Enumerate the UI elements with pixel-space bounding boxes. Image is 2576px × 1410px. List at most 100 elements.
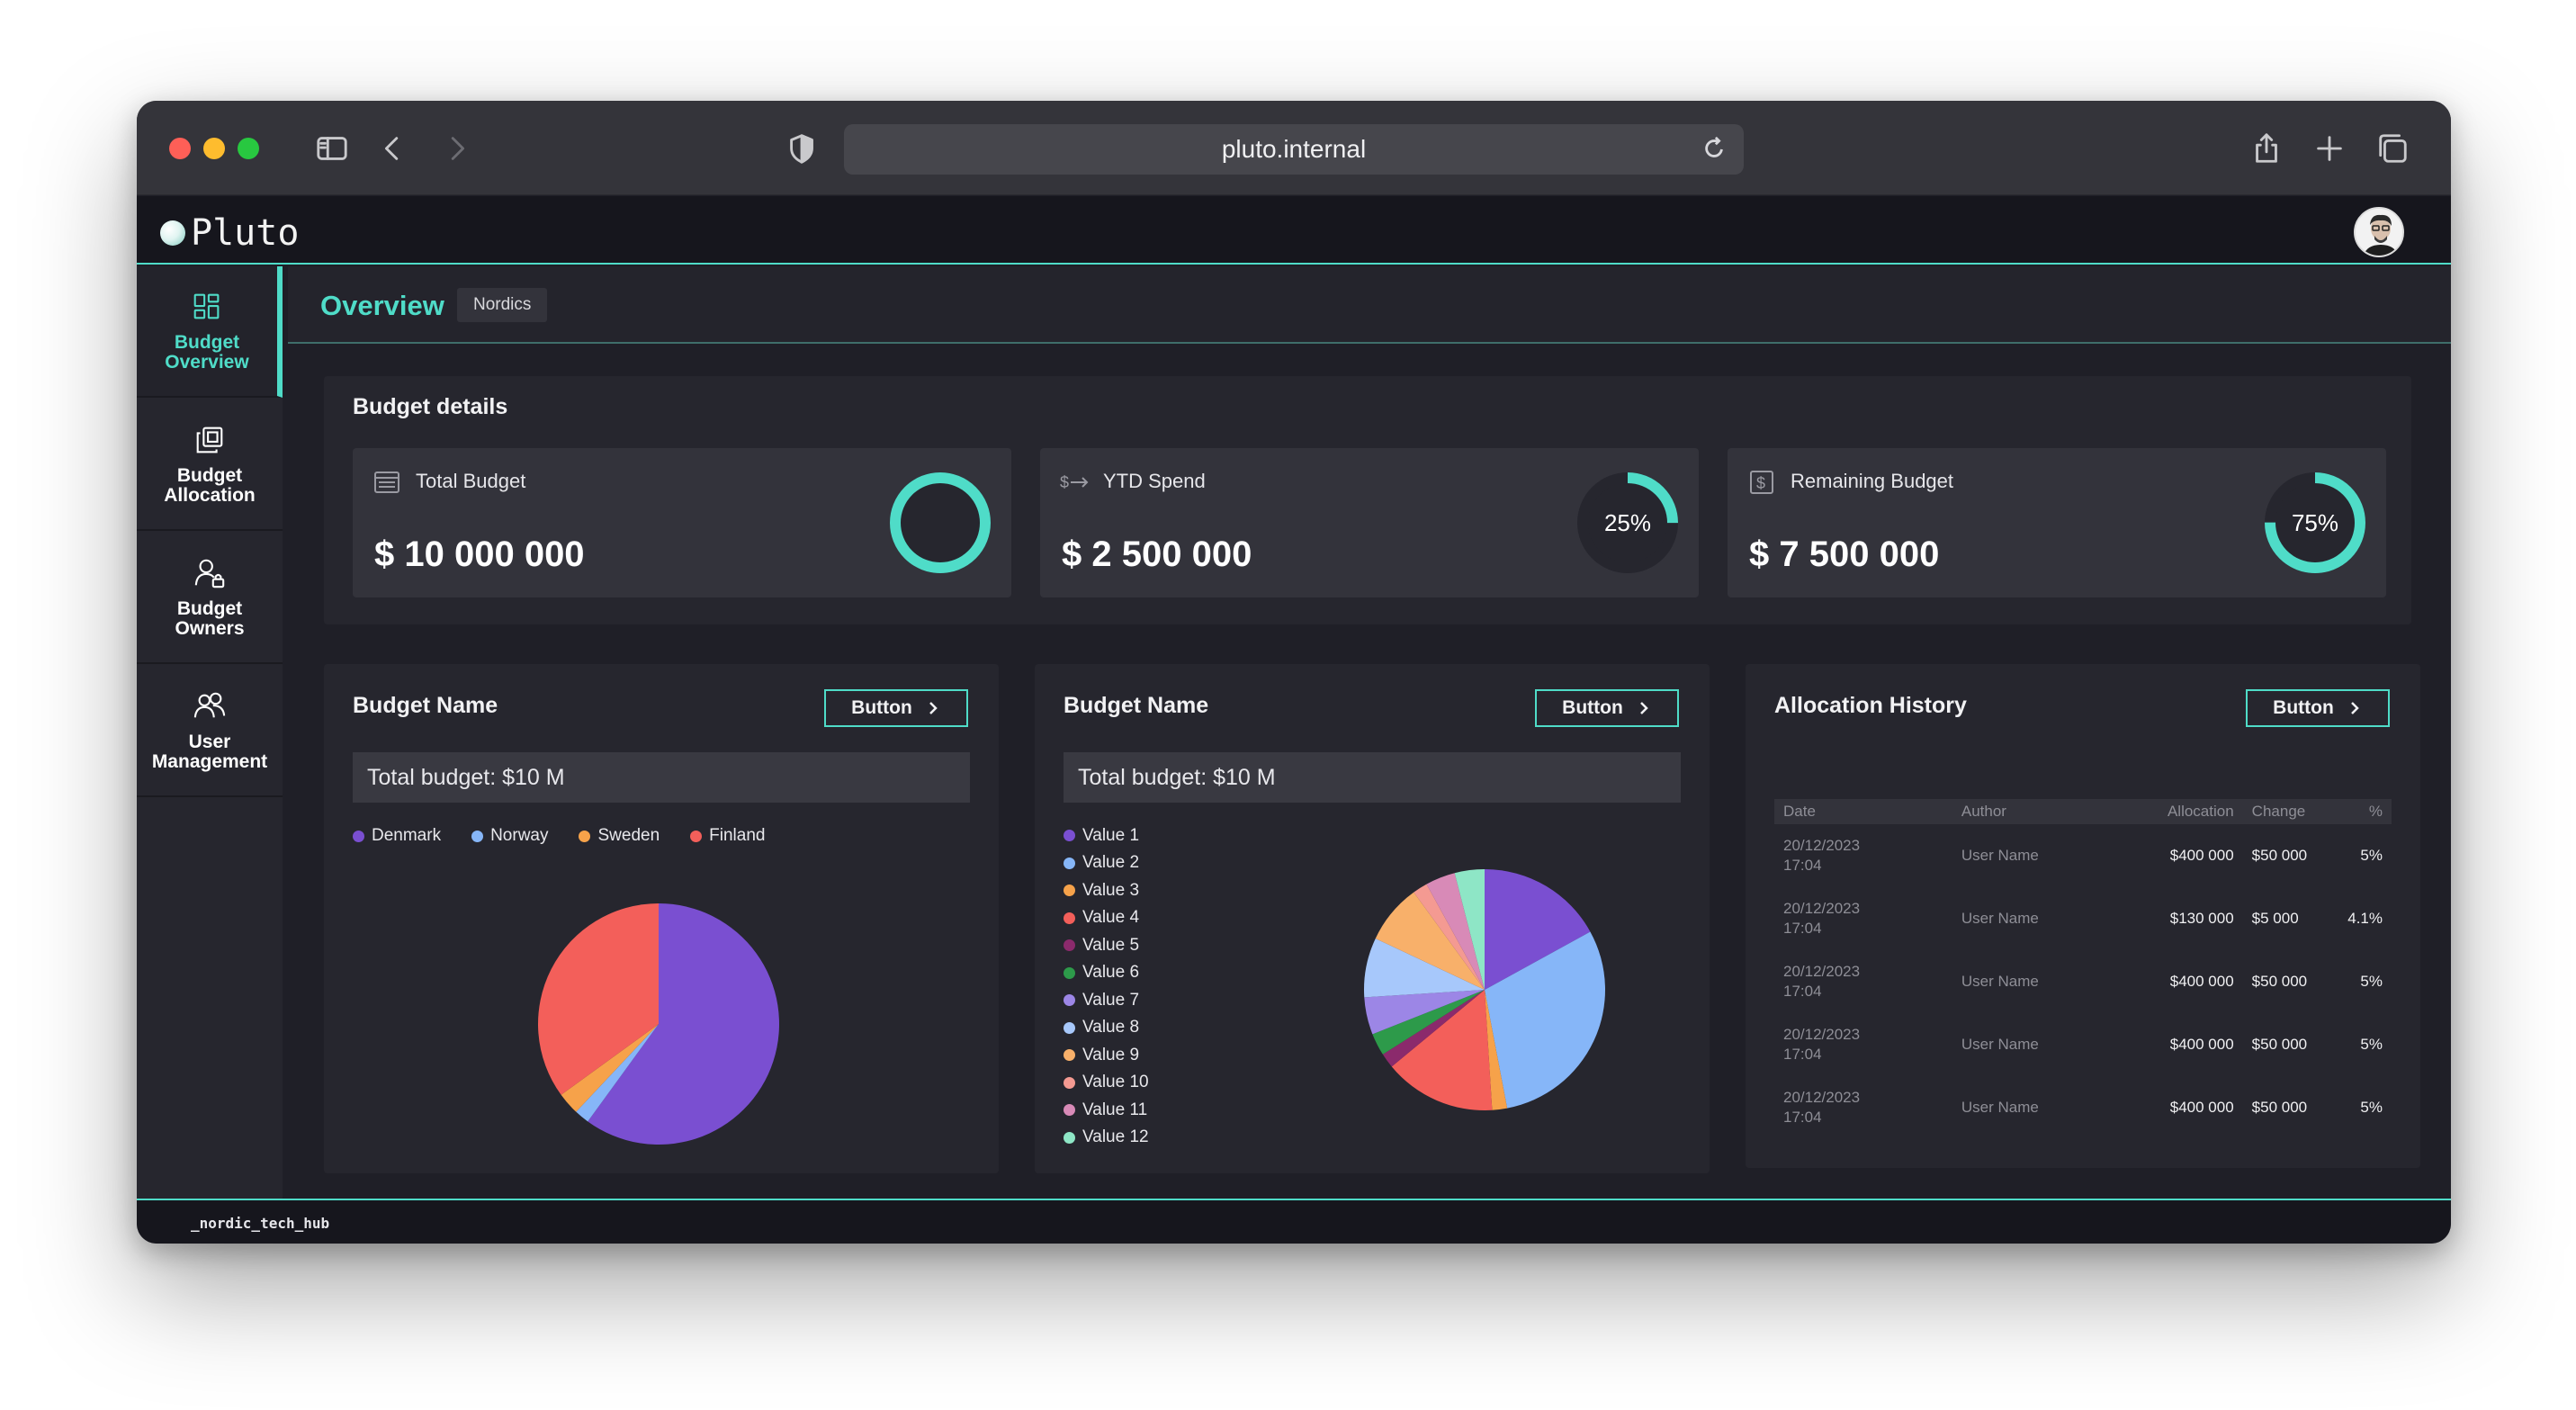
table-row[interactable]: 20/12/2023 17:04 User Name $400 000 $50 000 5… bbox=[1774, 824, 2392, 887]
kpi-value: $ 2 500 000 bbox=[1062, 534, 1252, 574]
table-row[interactable]: 20/12/2023 17:04 User Name $400 000 $50 000 5… bbox=[1774, 950, 2392, 1013]
column-header[interactable]: Author bbox=[1952, 799, 2131, 824]
time-text: 17:04 bbox=[1783, 920, 1822, 937]
kpi-total-budget: Total Budget $ 10 000 000 bbox=[353, 448, 1011, 597]
back-arrow-icon[interactable] bbox=[374, 130, 412, 167]
panel-button[interactable]: Button bbox=[2246, 689, 2390, 727]
sidebar-toggle-icon[interactable] bbox=[313, 130, 351, 167]
author-cell: User Name bbox=[1961, 973, 2039, 990]
legend-item[interactable]: Value 3 bbox=[1064, 881, 1149, 900]
share-icon[interactable] bbox=[2248, 130, 2285, 167]
panel-button[interactable]: Button bbox=[824, 689, 968, 727]
legend-item[interactable]: Value 9 bbox=[1064, 1046, 1149, 1064]
pie-slice-value-11[interactable] bbox=[1426, 873, 1485, 990]
sidebar-item-budget-allocation[interactable]: Budget Allocation bbox=[137, 400, 283, 531]
column-header[interactable]: % bbox=[2336, 799, 2392, 824]
footer-text: _nordic_tech_hub bbox=[191, 1215, 330, 1232]
date-text: 20/12/2023 bbox=[1783, 837, 1861, 854]
author-cell: User Name bbox=[1961, 847, 2039, 864]
pie-chart-1 bbox=[538, 903, 779, 1145]
pie-slice-value-3[interactable] bbox=[1485, 990, 1508, 1110]
pie-slice-denmark[interactable] bbox=[588, 903, 779, 1145]
minimize-window-button[interactable] bbox=[203, 138, 225, 159]
address-bar[interactable]: pluto.internal bbox=[844, 124, 1744, 175]
pie-slice-value-7[interactable] bbox=[1364, 990, 1485, 1035]
legend-item[interactable]: Value 5 bbox=[1064, 936, 1149, 955]
sidebar-item-budget-owners[interactable]: Budget Owners bbox=[137, 533, 283, 664]
app-footer: _nordic_tech_hub bbox=[137, 1199, 2451, 1244]
legend-item[interactable]: Denmark bbox=[353, 826, 441, 846]
page-title: Overview bbox=[320, 290, 444, 321]
time-text: 17:04 bbox=[1783, 857, 1822, 874]
sidebar-item-budget-overview[interactable]: Budget Overview bbox=[137, 266, 283, 398]
pie-slice-value-10[interactable] bbox=[1414, 884, 1485, 990]
app-logo[interactable]: Pluto bbox=[160, 212, 299, 254]
legend-swatch bbox=[1064, 885, 1075, 896]
date-text: 20/12/2023 bbox=[1783, 1026, 1861, 1043]
legend-item[interactable]: Value 4 bbox=[1064, 908, 1149, 928]
column-header[interactable]: Allocation bbox=[2130, 799, 2243, 824]
progress-ring bbox=[890, 472, 991, 573]
progress-ring: 25% bbox=[1577, 472, 1678, 573]
copy-stack-icon bbox=[196, 427, 223, 454]
legend-item[interactable]: Norway bbox=[471, 826, 548, 846]
pie-slice-value-5[interactable] bbox=[1382, 990, 1485, 1067]
panel-title: Budget Name bbox=[1064, 693, 1209, 718]
ring-progress-arc bbox=[2265, 472, 2365, 573]
table-header-row: Date Author Allocation Change % bbox=[1774, 799, 2392, 824]
table-row[interactable]: 20/12/2023 17:04 User Name $130 000 $5 000 4.… bbox=[1774, 887, 2392, 950]
pie-slice-value-4[interactable] bbox=[1391, 990, 1493, 1110]
pie-slice-sweden[interactable] bbox=[561, 1024, 659, 1112]
legend-item[interactable]: Value 12 bbox=[1064, 1127, 1149, 1147]
pie-slice-finland[interactable] bbox=[538, 903, 659, 1095]
legend-item[interactable]: Value 6 bbox=[1064, 963, 1149, 983]
tabs-overview-icon[interactable] bbox=[2374, 130, 2411, 167]
privacy-shield-icon[interactable] bbox=[783, 130, 821, 167]
pie-slice-value-1[interactable] bbox=[1485, 869, 1591, 990]
zoom-window-button[interactable] bbox=[238, 138, 259, 159]
table-row[interactable]: 20/12/2023 17:04 User Name $400 000 $50 000 5… bbox=[1774, 1013, 2392, 1076]
percent-cell: 5% bbox=[2360, 973, 2383, 990]
legend-item[interactable]: Value 2 bbox=[1064, 853, 1149, 873]
pie-slice-norway[interactable] bbox=[576, 1024, 659, 1122]
pie-slice-value-6[interactable] bbox=[1372, 990, 1485, 1055]
reload-icon[interactable] bbox=[1701, 135, 1729, 164]
legend-swatch bbox=[1064, 1104, 1075, 1116]
forward-arrow-icon[interactable] bbox=[437, 130, 475, 167]
legend-item[interactable]: Value 7 bbox=[1064, 991, 1149, 1010]
legend-label: Value 9 bbox=[1082, 1045, 1140, 1064]
pie-slice-value-2[interactable] bbox=[1485, 931, 1605, 1109]
allocation-cell: $400 000 bbox=[2169, 1036, 2234, 1053]
legend-label: Value 7 bbox=[1082, 990, 1140, 1010]
browser-window: pluto.internal Pluto bbox=[137, 101, 2451, 1244]
legend-item[interactable]: Value 8 bbox=[1064, 1018, 1149, 1037]
column-header[interactable]: Date bbox=[1774, 799, 1952, 824]
pie-slice-value-8[interactable] bbox=[1364, 938, 1485, 998]
legend-label: Sweden bbox=[597, 826, 660, 845]
region-badge[interactable]: Nordics bbox=[457, 288, 548, 322]
ring-label: 75% bbox=[2292, 509, 2338, 536]
legend-swatch bbox=[1064, 857, 1075, 869]
user-avatar[interactable] bbox=[2354, 207, 2404, 257]
legend-item[interactable]: Value 1 bbox=[1064, 826, 1149, 845]
close-window-button[interactable] bbox=[169, 138, 191, 159]
legend-item[interactable]: Value 11 bbox=[1064, 1100, 1149, 1119]
author-cell: User Name bbox=[1961, 1036, 2039, 1053]
new-tab-icon[interactable] bbox=[2311, 130, 2348, 167]
legend-label: Value 6 bbox=[1082, 963, 1140, 982]
pie-slice-value-12[interactable] bbox=[1454, 869, 1485, 990]
table-row[interactable]: 20/12/2023 17:04 User Name $400 000 $50 000 5… bbox=[1774, 1076, 2392, 1139]
ring-label: 25% bbox=[1604, 509, 1651, 536]
legend-item[interactable]: Value 10 bbox=[1064, 1073, 1149, 1092]
sidebar-item-user-management[interactable]: User Management bbox=[137, 666, 283, 797]
date-cell: 20/12/2023 17:04 bbox=[1774, 1013, 1952, 1076]
ledger-icon bbox=[372, 468, 403, 498]
panel-button[interactable]: Button bbox=[1535, 689, 1679, 727]
pie-slice-value-9[interactable] bbox=[1375, 892, 1485, 990]
author-cell: User Name bbox=[1961, 910, 2039, 927]
column-header[interactable]: Change bbox=[2242, 799, 2337, 824]
legend-item[interactable]: Finland bbox=[690, 826, 765, 846]
legend-item[interactable]: Sweden bbox=[579, 826, 660, 846]
percent-cell: 5% bbox=[2360, 1036, 2383, 1053]
button-label: Button bbox=[851, 697, 912, 718]
